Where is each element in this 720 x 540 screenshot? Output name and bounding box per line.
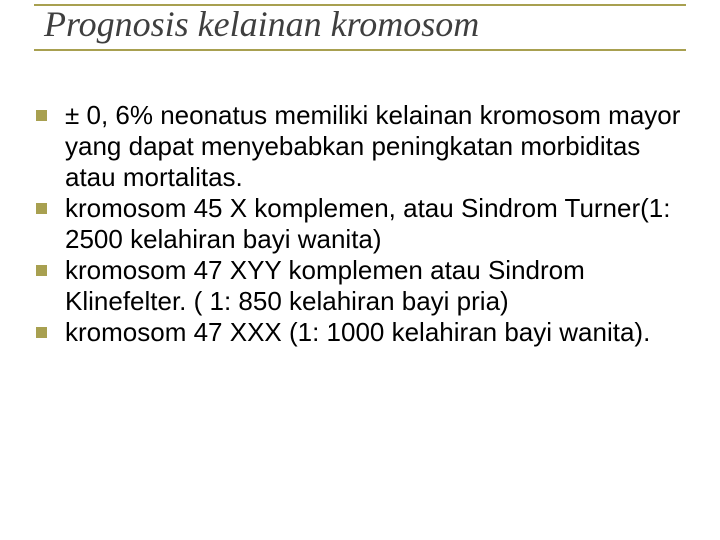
bullet-icon: [36, 203, 47, 214]
list-item-text: kromosom 47 XXX (1: 1000 kelahiran bayi …: [65, 317, 686, 348]
bullet-icon: [36, 327, 47, 338]
slide: Prognosis kelainan kromosom ± 0, 6% neon…: [0, 0, 720, 540]
list-item: ± 0, 6% neonatus memiliki kelainan kromo…: [34, 100, 686, 193]
list-item-text: kromosom 45 X komplemen, atau Sindrom Tu…: [65, 193, 686, 255]
list-item-text: kromosom 47 XYY komplemen atau Sindrom K…: [65, 255, 686, 317]
list-item: kromosom 47 XYY komplemen atau Sindrom K…: [34, 255, 686, 317]
list-item-text: ± 0, 6% neonatus memiliki kelainan kromo…: [65, 100, 686, 193]
bullet-icon: [36, 110, 47, 121]
list-item: kromosom 45 X komplemen, atau Sindrom Tu…: [34, 193, 686, 255]
slide-title: Prognosis kelainan kromosom: [44, 2, 684, 46]
title-rule-bottom: [34, 49, 686, 51]
slide-body: ± 0, 6% neonatus memiliki kelainan kromo…: [34, 100, 686, 348]
bullet-icon: [36, 265, 47, 276]
list-item: kromosom 47 XXX (1: 1000 kelahiran bayi …: [34, 317, 686, 348]
